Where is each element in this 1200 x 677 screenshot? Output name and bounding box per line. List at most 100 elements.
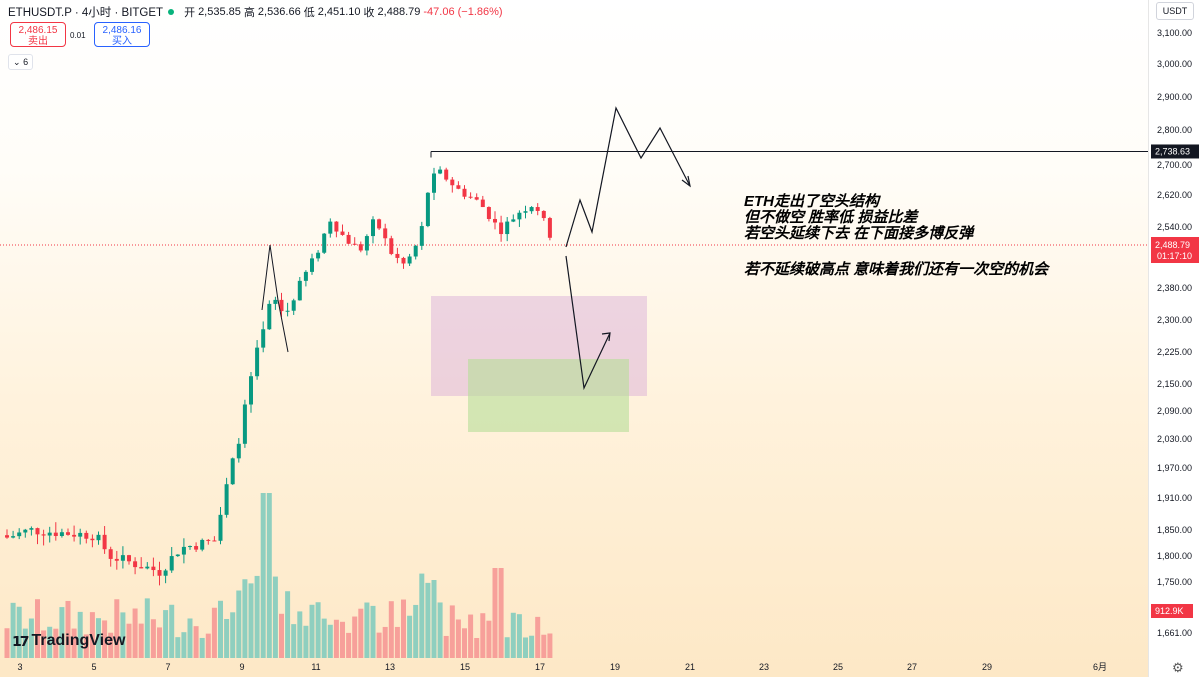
annotation-line-2: 但不做空 胜率低 损益比差: [744, 209, 918, 226]
volume-bar: [83, 634, 89, 658]
volume-bar: [547, 633, 553, 658]
currency-selector[interactable]: USDT: [1156, 2, 1194, 20]
candle-body: [511, 219, 516, 222]
indicators-toggle[interactable]: ⌄ 6: [8, 54, 34, 70]
candle-body: [17, 532, 22, 537]
candle-body: [230, 458, 235, 485]
price-tick-label: 2,900.00: [1157, 92, 1192, 102]
candle-body: [352, 243, 357, 245]
volume-bar: [138, 623, 144, 658]
candle-body: [169, 556, 174, 571]
drawn-line-left-2: [261, 244, 271, 311]
candle-body: [285, 310, 290, 312]
bull-projection-arrowhead: [681, 175, 691, 188]
candle-body: [505, 221, 510, 235]
buy-button[interactable]: 2,486.16 买入: [94, 22, 150, 47]
volume-bar: [77, 611, 83, 658]
bear-projection-arrowhead: [601, 332, 611, 342]
volume-bar: [199, 637, 205, 658]
volume-bar: [102, 620, 108, 658]
time-tick-label: 9: [239, 662, 244, 672]
candle-body: [486, 207, 491, 219]
price-tick-label: 2,090.00: [1157, 406, 1192, 416]
candle-body: [401, 257, 406, 264]
annotation-line-3: 若空头延续下去 在下面接多博反弹: [744, 225, 974, 242]
last-price-label: 2,488.79: [1155, 240, 1190, 250]
volume-bar: [266, 493, 272, 658]
candle-body: [273, 299, 278, 304]
candle-body: [529, 207, 534, 212]
candle-body: [346, 234, 351, 244]
candle-body: [66, 532, 70, 535]
volume-bar: [126, 623, 132, 658]
volume-bar: [10, 602, 16, 658]
time-tick-label: 29: [982, 662, 992, 672]
volume-bar: [321, 618, 327, 658]
volume-bar: [291, 624, 297, 658]
candle-body: [279, 299, 284, 312]
candle-body: [29, 528, 34, 530]
candle-body: [78, 532, 83, 537]
candle-body: [59, 532, 64, 537]
low-label: 低: [303, 7, 315, 19]
candle-body: [236, 443, 241, 459]
candle-body: [547, 218, 552, 238]
time-tick-label: 27: [907, 662, 917, 672]
price-tick-label: 1,910.00: [1157, 493, 1192, 503]
candle-body: [322, 233, 327, 253]
candle-body: [328, 221, 333, 234]
last-price-tag: [1151, 237, 1199, 263]
time-tick-label: 15: [460, 662, 470, 672]
volume-bar: [35, 599, 40, 658]
volume-bar: [364, 602, 370, 658]
volume-bar: [516, 614, 522, 658]
volume-bar: [425, 582, 431, 658]
volume-bar: [272, 576, 278, 658]
time-tick-label: 23: [759, 662, 769, 672]
settings-icon[interactable]: ⚙: [1172, 660, 1184, 675]
price-tick-label: 3,100.00: [1157, 28, 1192, 38]
chart-canvas[interactable]: 3 5 7 9 11 13 15 17 19 21 23 25 27 29 6月: [0, 0, 1148, 677]
candle-body: [413, 245, 418, 257]
candle-body: [535, 207, 540, 211]
volume-bar: [346, 632, 352, 658]
volume-bar: [449, 605, 455, 658]
time-tick-label: 6月: [1093, 662, 1107, 672]
volume-bar: [22, 628, 28, 658]
volume-bar: [474, 637, 480, 658]
price-scale[interactable]: 3,100.00 3,000.00 2,900.00 2,800.00 2,700.00…: [1148, 0, 1200, 677]
time-tick-label: 5: [91, 662, 96, 672]
volume-bar: [89, 612, 95, 658]
volume-bar: [468, 614, 474, 658]
price-scale-canvas: 3,100.00 3,000.00 2,900.00 2,800.00 2,700.00…: [1151, 28, 1199, 638]
candle-body: [218, 514, 223, 541]
candle-body: [383, 228, 388, 239]
volume-bar: [382, 626, 388, 658]
level-price-label: 2,738.63: [1155, 146, 1190, 156]
candle-body: [395, 253, 400, 258]
volume-bar: [4, 628, 10, 658]
volume-bar: [455, 619, 461, 658]
volume-bar: [16, 606, 22, 658]
buy-price: 2,486.16: [102, 25, 142, 36]
volume-bar: [193, 626, 199, 658]
change-value: -47.06 (−1.86%): [423, 6, 503, 18]
volume-bar: [96, 618, 101, 658]
candle-body: [419, 226, 424, 246]
candle-body: [468, 196, 473, 198]
price-tick-label: 1,750.00: [1157, 577, 1192, 587]
volume-bar: [498, 568, 504, 658]
sell-button[interactable]: 2,486.15 卖出: [10, 22, 66, 47]
candle-body: [11, 536, 16, 538]
sell-price: 2,486.15: [18, 25, 58, 36]
candle-body: [499, 222, 504, 235]
candle-body: [5, 535, 9, 538]
volume-bar: [157, 627, 162, 658]
candle-body: [163, 570, 168, 576]
candle-body: [364, 236, 369, 251]
symbol-title[interactable]: ETHUSDT.P · 4小时 · BITGET: [8, 7, 164, 19]
candle-body: [474, 197, 479, 200]
candle-body: [310, 258, 314, 272]
candle-body: [334, 221, 339, 232]
